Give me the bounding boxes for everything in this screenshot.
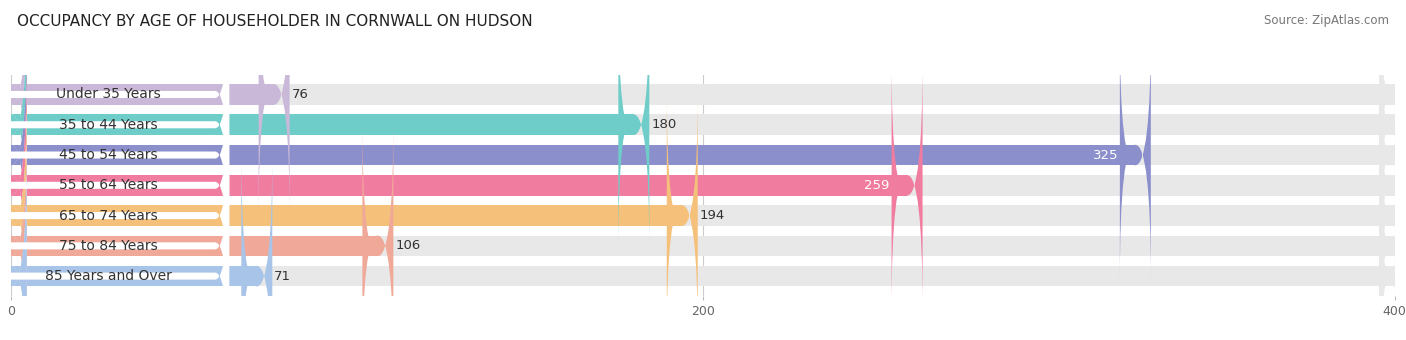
Bar [11, 205, 1395, 226]
FancyBboxPatch shape [0, 0, 27, 250]
Text: 55 to 64 Years: 55 to 64 Years [59, 178, 157, 192]
Text: Source: ZipAtlas.com: Source: ZipAtlas.com [1264, 14, 1389, 27]
FancyBboxPatch shape [363, 121, 394, 340]
FancyBboxPatch shape [0, 90, 27, 340]
Bar [11, 205, 682, 226]
Text: 325: 325 [1092, 149, 1118, 162]
FancyBboxPatch shape [1379, 151, 1406, 340]
FancyBboxPatch shape [1379, 30, 1406, 280]
FancyBboxPatch shape [1119, 30, 1152, 280]
FancyBboxPatch shape [1379, 0, 1406, 220]
FancyBboxPatch shape [0, 30, 27, 280]
Bar [11, 115, 1395, 135]
Text: 106: 106 [395, 239, 420, 252]
FancyBboxPatch shape [0, 158, 229, 340]
FancyBboxPatch shape [0, 60, 27, 310]
Bar [11, 236, 1395, 256]
Text: 194: 194 [700, 209, 724, 222]
Text: 45 to 54 Years: 45 to 54 Years [59, 148, 157, 162]
FancyBboxPatch shape [1379, 60, 1406, 310]
FancyBboxPatch shape [0, 60, 27, 310]
FancyBboxPatch shape [1379, 90, 1406, 340]
FancyBboxPatch shape [0, 121, 27, 340]
Bar [11, 145, 1395, 165]
FancyBboxPatch shape [0, 0, 27, 220]
Bar [11, 175, 1395, 195]
FancyBboxPatch shape [0, 30, 27, 280]
Bar [11, 115, 634, 135]
FancyBboxPatch shape [242, 151, 273, 340]
FancyBboxPatch shape [0, 37, 229, 273]
Text: 75 to 84 Years: 75 to 84 Years [59, 239, 157, 253]
FancyBboxPatch shape [0, 0, 27, 250]
Bar [11, 84, 274, 105]
Bar [11, 266, 257, 286]
FancyBboxPatch shape [0, 6, 229, 243]
FancyBboxPatch shape [259, 0, 290, 220]
FancyBboxPatch shape [0, 0, 27, 220]
FancyBboxPatch shape [0, 151, 27, 340]
FancyBboxPatch shape [666, 90, 697, 340]
FancyBboxPatch shape [1379, 121, 1406, 340]
Bar [11, 175, 907, 195]
Text: OCCUPANCY BY AGE OF HOUSEHOLDER IN CORNWALL ON HUDSON: OCCUPANCY BY AGE OF HOUSEHOLDER IN CORNW… [17, 14, 533, 29]
Text: 65 to 74 Years: 65 to 74 Years [59, 208, 157, 223]
FancyBboxPatch shape [0, 0, 229, 213]
Text: 76: 76 [291, 88, 308, 101]
FancyBboxPatch shape [619, 0, 650, 250]
FancyBboxPatch shape [0, 67, 229, 304]
Text: 180: 180 [651, 118, 676, 131]
Bar [11, 236, 378, 256]
FancyBboxPatch shape [891, 60, 922, 310]
Bar [11, 266, 1395, 286]
Bar [11, 84, 1395, 105]
Text: 35 to 44 Years: 35 to 44 Years [59, 118, 157, 132]
FancyBboxPatch shape [0, 151, 27, 340]
Text: 259: 259 [865, 179, 890, 192]
Bar [11, 145, 1136, 165]
Text: 85 Years and Over: 85 Years and Over [45, 269, 172, 283]
Text: Under 35 Years: Under 35 Years [56, 87, 162, 101]
FancyBboxPatch shape [0, 128, 229, 340]
FancyBboxPatch shape [0, 97, 229, 334]
Text: 71: 71 [274, 270, 291, 283]
FancyBboxPatch shape [0, 90, 27, 340]
FancyBboxPatch shape [0, 121, 27, 340]
FancyBboxPatch shape [1379, 0, 1406, 250]
